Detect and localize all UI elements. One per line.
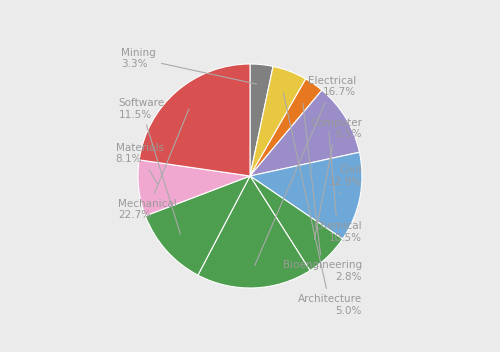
Wedge shape — [138, 160, 250, 216]
Wedge shape — [250, 64, 273, 176]
Wedge shape — [250, 79, 322, 176]
Text: Bioengineering
2.8%: Bioengineering 2.8% — [283, 103, 362, 282]
Wedge shape — [250, 152, 362, 239]
Wedge shape — [250, 176, 342, 271]
Wedge shape — [146, 176, 250, 275]
Text: Computer
6.5%: Computer 6.5% — [310, 118, 362, 239]
Wedge shape — [139, 64, 250, 176]
Text: Materials
8.1%: Materials 8.1% — [116, 143, 164, 184]
Text: Mining
3.3%: Mining 3.3% — [121, 48, 257, 84]
Wedge shape — [250, 90, 360, 176]
Wedge shape — [198, 176, 310, 288]
Text: Civil
12.9%: Civil 12.9% — [329, 165, 362, 194]
Text: Architecture
5.0%: Architecture 5.0% — [284, 93, 362, 316]
Text: Electrical
16.7%: Electrical 16.7% — [255, 76, 356, 265]
Text: Software
11.5%: Software 11.5% — [118, 98, 180, 234]
Wedge shape — [250, 67, 306, 176]
Text: Chemical
10.5%: Chemical 10.5% — [314, 131, 362, 243]
Text: Mechanical
22.7%: Mechanical 22.7% — [118, 109, 189, 220]
